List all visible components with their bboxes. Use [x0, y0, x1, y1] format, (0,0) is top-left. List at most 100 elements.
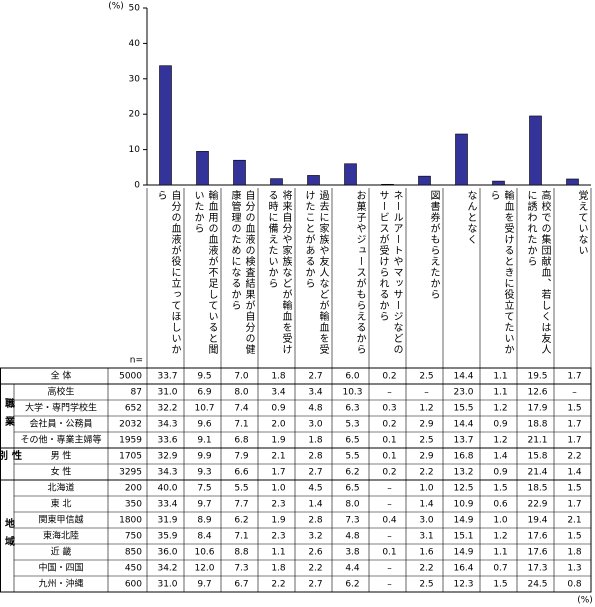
- row-label: 東海北陸: [43, 530, 79, 542]
- category-label: 輸血用の血液が不足していると聞いたから: [192, 190, 217, 355]
- cell: 40.0: [157, 484, 177, 494]
- cell: 1.5: [493, 580, 507, 590]
- cell: 6.6: [234, 468, 249, 478]
- cell: 5.5: [345, 452, 359, 462]
- y-tick-label: 40: [129, 39, 141, 49]
- cell: 3.2: [308, 532, 322, 542]
- cell: 1.8: [271, 564, 286, 574]
- cell: 7.3: [234, 564, 248, 574]
- cell: 4.4: [345, 564, 360, 574]
- cell: –: [572, 388, 577, 398]
- cell: 0.7: [493, 564, 507, 574]
- cell: –: [387, 500, 392, 510]
- cell: 12.3: [453, 580, 473, 590]
- cell: 2.6: [308, 548, 323, 558]
- cell: 1.6: [419, 548, 434, 558]
- cell: 0.4: [382, 516, 397, 526]
- bar: [455, 133, 468, 186]
- group-label: 性別: [0, 450, 21, 468]
- cell: 0.9: [493, 468, 508, 478]
- cell: 1.0: [419, 484, 434, 494]
- cell: 3.4: [308, 388, 323, 398]
- cell: 6.2: [234, 516, 248, 526]
- n-cell: 200: [125, 484, 142, 494]
- cell: 5.5: [234, 484, 248, 494]
- cell: 1.1: [493, 548, 507, 558]
- cell: 6.5: [345, 484, 359, 494]
- row-label: 東 北: [51, 498, 72, 510]
- cell: 2.1: [271, 452, 285, 462]
- cell: 2.2: [567, 452, 581, 462]
- cell: 1.2: [493, 404, 507, 414]
- row-label: 関東甲信越: [38, 514, 83, 526]
- cell: 9.7: [197, 500, 211, 510]
- cell: 2.9: [419, 452, 434, 462]
- n-cell: 87: [131, 388, 142, 398]
- row-label: 会社員・公務員: [29, 418, 92, 430]
- cell: 7.0: [234, 372, 249, 382]
- cell: 2.3: [271, 532, 285, 542]
- cell: 7.4: [234, 404, 249, 414]
- category-label: 自分の血液の検査結果が自分の健康管理のためになるから: [229, 190, 254, 355]
- cell: 18.5: [527, 484, 547, 494]
- cell: 14.4: [453, 372, 473, 382]
- cell: 0.1: [382, 452, 396, 462]
- n-cell: 1705: [119, 452, 142, 462]
- cell: 0.1: [382, 548, 396, 558]
- cell: 24.5: [527, 580, 547, 590]
- bar: [492, 180, 505, 186]
- cell: 14.9: [453, 516, 473, 526]
- cell: 34.2: [157, 564, 177, 574]
- cell: 1.2: [419, 404, 433, 414]
- cell: 9.7: [197, 580, 211, 590]
- cell: 18.8: [527, 420, 547, 430]
- cell: 15.8: [527, 452, 547, 462]
- cell: 1.9: [271, 516, 286, 526]
- cell: 2.9: [419, 420, 434, 430]
- cell: 9.3: [197, 468, 211, 478]
- cell: 7.1: [234, 532, 248, 542]
- cell: 12.6: [527, 388, 547, 398]
- cell: 3.0: [419, 516, 434, 526]
- cell: 6.2: [345, 468, 359, 478]
- n-cell: 850: [125, 548, 142, 558]
- bar: [196, 151, 209, 186]
- cell: 13.2: [453, 468, 473, 478]
- cell: 0.9: [493, 420, 508, 430]
- n-cell: 2032: [119, 420, 142, 430]
- cell: 1.5: [567, 532, 581, 542]
- cell: 8.0: [345, 500, 360, 510]
- n-cell: 600: [125, 580, 142, 590]
- cell: 1.7: [567, 372, 581, 382]
- cell: 10.7: [194, 404, 214, 414]
- cell: 36.0: [157, 548, 177, 558]
- row-label: 近 畿: [51, 546, 72, 558]
- row-label: 男 性: [51, 450, 72, 462]
- cell: 23.0: [453, 388, 473, 398]
- cell: 19.4: [527, 516, 547, 526]
- n-cell: 5000: [119, 372, 142, 382]
- cell: 1.4: [567, 468, 582, 478]
- cell: 2.0: [271, 420, 286, 430]
- cell: 17.6: [527, 532, 547, 542]
- cell: 4.8: [345, 532, 360, 542]
- bar: [566, 178, 579, 186]
- cell: 16.8: [453, 452, 473, 462]
- cell: 2.7: [308, 468, 322, 478]
- row-label: 女 性: [51, 466, 72, 478]
- cell: 2.8: [308, 516, 323, 526]
- cell: 12.5: [453, 484, 473, 494]
- cell: 22.9: [527, 500, 547, 510]
- cell: 1.2: [493, 436, 507, 446]
- bar: [381, 183, 394, 186]
- cell: 13.7: [453, 436, 473, 446]
- category-label: ネールアートやマッサージなどのサービスが受けられるから: [377, 190, 402, 355]
- n-cell: 450: [125, 564, 142, 574]
- cell: 7.1: [234, 420, 248, 430]
- cell: 1.5: [567, 404, 581, 414]
- cell: 2.8: [308, 452, 323, 462]
- cell: 15.5: [453, 404, 473, 414]
- cell: 1.1: [493, 372, 507, 382]
